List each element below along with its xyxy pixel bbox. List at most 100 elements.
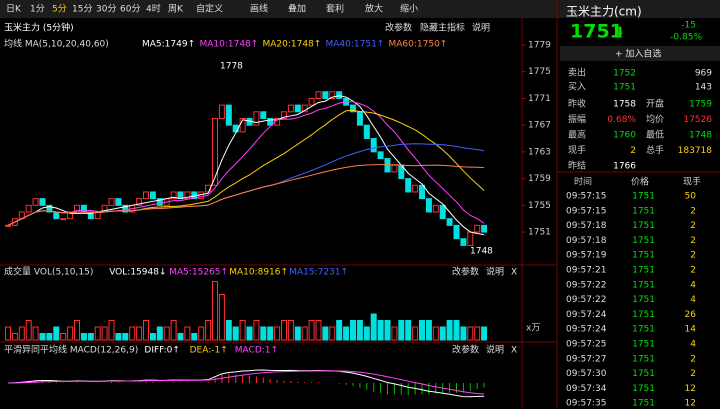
volume-bar [232, 326, 239, 341]
panel-button[interactable]: 说明 [486, 344, 504, 356]
add-watch-button[interactable]: + 加入自选 [615, 48, 661, 60]
trade-time: 09:57:15 [566, 206, 606, 216]
candle [122, 204, 129, 213]
candle [370, 138, 377, 153]
volume-bar [281, 320, 287, 341]
candle [11, 218, 18, 226]
stat-value: 0.68% [607, 115, 636, 125]
trade-price: 1751 [632, 221, 655, 231]
trade-volume: 2 [690, 236, 696, 246]
toolbar-button[interactable]: 放大 [365, 3, 383, 15]
volume-bar [94, 326, 101, 341]
volume-bar [419, 320, 425, 341]
chart-button[interactable]: 改参数 [385, 22, 412, 34]
trade-volume: 2 [690, 369, 696, 379]
volume-bar [474, 326, 481, 341]
volume-bar [53, 326, 60, 341]
volume-bar [315, 320, 322, 341]
trade-time: 09:57:35 [566, 399, 606, 409]
book-price: 1752 [613, 69, 636, 79]
toolbar-button[interactable]: 15分 [72, 4, 92, 15]
volume-bar [287, 320, 294, 341]
candle [94, 211, 101, 220]
toolbar-button[interactable]: 叠加 [288, 4, 306, 15]
volume-bar [184, 326, 191, 341]
stat-value: 1759 [689, 100, 712, 110]
toolbar-button[interactable]: 套利 [326, 3, 344, 15]
candle [419, 184, 425, 200]
toolbar-button[interactable]: 5分 [52, 4, 67, 15]
panel-button[interactable]: X [511, 346, 517, 356]
candle [25, 204, 32, 213]
toolbar-button[interactable]: 周K [168, 4, 184, 15]
trade-header: 现手 [683, 176, 701, 188]
toolbar-button[interactable]: 画线 [250, 3, 268, 15]
volume-bar [246, 326, 253, 341]
candle [212, 117, 218, 186]
stat-label: 开盘 [646, 98, 664, 110]
candle [329, 91, 336, 99]
candle [315, 91, 322, 99]
ma-legend: MA60:1750↑ [389, 40, 448, 50]
y-tick-label: 1759 [528, 174, 551, 184]
volume-bar [5, 326, 11, 341]
candle [149, 191, 156, 200]
toolbar-button[interactable]: 30分 [96, 4, 116, 15]
volume-bar [87, 333, 94, 341]
volume-bar [122, 333, 129, 341]
stat-label: 最低 [646, 129, 664, 141]
trade-price: 1751 [632, 266, 655, 276]
toolbar-button[interactable]: 1分 [30, 4, 45, 15]
volume-bar [32, 326, 39, 341]
y-tick-label: 1771 [528, 94, 551, 104]
toolbar-button[interactable]: 自定义 [196, 3, 223, 15]
panel-button[interactable]: 说明 [486, 266, 504, 278]
vol-legend: MA5:15265↑ [169, 268, 228, 278]
volume-bar [446, 320, 453, 341]
volume-bar [143, 320, 149, 341]
ma-legend: MA5:1749↑ [142, 40, 195, 50]
candle [136, 198, 143, 206]
volume-bar [129, 326, 136, 341]
toolbar-button[interactable]: 缩小 [400, 3, 418, 15]
trade-volume: 26 [685, 310, 697, 320]
candle [156, 198, 163, 206]
stat-value: 1760 [613, 131, 636, 141]
panel-button[interactable]: 改参数 [452, 344, 479, 356]
candle [260, 111, 267, 119]
chart-button[interactable]: 隐藏主指标 [420, 22, 465, 34]
volume-bar [108, 320, 115, 341]
volume-bar [149, 333, 156, 341]
candle [481, 224, 488, 233]
y-tick-label: 1767 [528, 121, 551, 131]
trade-price: 1751 [632, 325, 655, 335]
candle [287, 104, 294, 113]
panel-button[interactable]: 改参数 [452, 266, 479, 278]
trade-time: 09:57:15 [566, 192, 606, 202]
trade-volume: 2 [690, 221, 696, 231]
trade-volume: 14 [685, 325, 697, 335]
trade-volume: 2 [690, 251, 696, 261]
candle [108, 198, 115, 206]
trade-volume: 2 [690, 206, 696, 216]
candle [53, 211, 60, 220]
book-volume: 143 [695, 83, 712, 93]
toolbar-button[interactable]: 60分 [120, 4, 140, 15]
candle [67, 211, 74, 220]
stat-label: 现手 [568, 144, 586, 156]
dif-line [7, 369, 485, 398]
volume-bar [432, 326, 439, 341]
volume-bar [425, 320, 432, 341]
trade-price: 1751 [632, 384, 655, 394]
volume-bar [481, 326, 488, 341]
volume-bar [225, 320, 232, 341]
volume-bar [198, 326, 205, 341]
chart-button[interactable]: 说明 [472, 22, 490, 34]
toolbar-button[interactable]: 4时 [146, 3, 161, 15]
volume-bar [460, 326, 467, 341]
toolbar-button[interactable]: 日K [6, 4, 22, 15]
panel-button[interactable]: X [511, 268, 517, 278]
volume-bar [25, 320, 32, 341]
candle [253, 111, 260, 126]
